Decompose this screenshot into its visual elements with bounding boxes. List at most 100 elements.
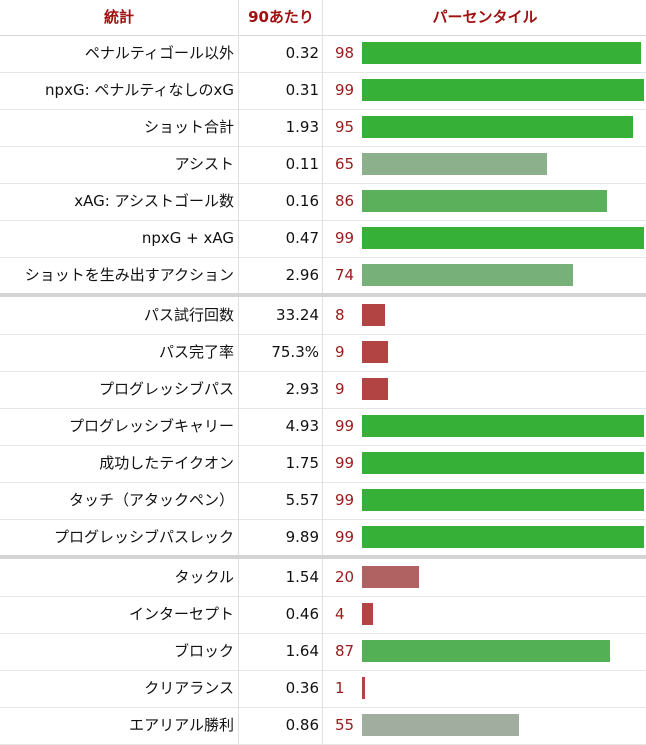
stat-name: 成功したテイクオン — [99, 454, 234, 472]
table-row: npxG: ペナルティなしのxG 0.31 99 — [0, 72, 646, 110]
stat-name: タッチ（アタックペン） — [68, 491, 234, 509]
table-row: パス試行回数 33.24 8 — [0, 297, 646, 335]
table-row: xAG: アシストゴール数 0.16 86 — [0, 183, 646, 221]
per90-value: 2.96 — [238, 257, 319, 294]
percentile-cell: 8 — [322, 297, 646, 334]
stat-name: アシスト — [174, 155, 234, 173]
percentile-cell: 9 — [322, 371, 646, 408]
per90-value: 0.32 — [238, 35, 319, 72]
stat-name: npxG: ペナルティなしのxG — [45, 81, 234, 99]
percentile-cell: 99 — [322, 220, 646, 257]
percentile-cell: 74 — [322, 257, 646, 294]
percentile-value: 8 — [335, 306, 345, 324]
table-row: プログレッシブパス 2.93 9 — [0, 371, 646, 409]
percentile-cell: 4 — [322, 596, 646, 633]
percentile-bar — [362, 452, 644, 474]
percentile-value: 9 — [335, 380, 345, 398]
stat-name: ペナルティゴール以外 — [84, 44, 234, 62]
per90-value: 0.16 — [238, 183, 319, 220]
per90-value: 1.75 — [238, 445, 319, 482]
percentile-cell: 1 — [322, 670, 646, 707]
percentile-value: 95 — [335, 118, 355, 136]
stat-name: パス試行回数 — [143, 306, 234, 324]
stat-name: インターセプト — [128, 605, 234, 623]
percentile-cell: 99 — [322, 72, 646, 109]
per90-value: 0.47 — [238, 220, 319, 257]
table-row: タックル 1.54 20 — [0, 559, 646, 597]
per90-value: 33.24 — [238, 297, 319, 334]
percentile-bar — [362, 190, 607, 212]
percentile-bar — [362, 264, 573, 286]
percentile-value: 1 — [335, 679, 345, 697]
per90-value: 0.11 — [238, 146, 319, 183]
percentile-bar — [362, 378, 388, 400]
per90-value: 1.54 — [238, 559, 319, 596]
percentile-value: 4 — [335, 605, 345, 623]
per90-value: 5.57 — [238, 482, 319, 519]
percentile-value: 20 — [335, 568, 355, 586]
percentile-bar — [362, 415, 644, 437]
per90-value: 1.64 — [238, 633, 319, 670]
table-row: プログレッシブキャリー 4.93 99 — [0, 408, 646, 446]
per90-value: 0.36 — [238, 670, 319, 707]
percentile-bar — [362, 640, 610, 662]
percentile-value: 99 — [335, 229, 355, 247]
percentile-value: 65 — [335, 155, 355, 173]
header-percentile[interactable]: パーセンタイル — [322, 0, 646, 35]
header-per90[interactable]: 90あたり — [238, 0, 323, 35]
table-row: エアリアル勝利 0.86 55 — [0, 707, 646, 745]
percentile-cell: 20 — [322, 559, 646, 596]
percentile-cell: 65 — [322, 146, 646, 183]
per90-value: 4.93 — [238, 408, 319, 445]
percentile-value: 86 — [335, 192, 355, 210]
percentile-bar — [362, 566, 419, 588]
table-row: クリアランス 0.36 1 — [0, 670, 646, 708]
table-row: ペナルティゴール以外 0.32 98 — [0, 35, 646, 73]
percentile-value: 99 — [335, 417, 355, 435]
group-separator — [0, 555, 646, 559]
stat-name: xAG: アシストゴール数 — [74, 192, 234, 210]
header-stat[interactable]: 統計 — [103, 8, 134, 26]
percentile-bar — [362, 341, 388, 363]
table-row: タッチ（アタックペン） 5.57 99 — [0, 482, 646, 520]
table-row: アシスト 0.11 65 — [0, 146, 646, 184]
table-row: ブロック 1.64 87 — [0, 633, 646, 671]
table-row: npxG + xAG 0.47 99 — [0, 220, 646, 258]
percentile-cell: 95 — [322, 109, 646, 146]
percentile-value: 99 — [335, 491, 355, 509]
percentile-cell: 99 — [322, 482, 646, 519]
stat-name: プログレッシブパス — [98, 380, 234, 398]
percentile-value: 9 — [335, 343, 345, 361]
percentile-cell: 99 — [322, 445, 646, 482]
stat-name: ブロック — [173, 642, 234, 660]
percentile-cell: 9 — [322, 334, 646, 371]
per90-value: 1.93 — [238, 109, 319, 146]
table-row: ショットを生み出すアクション 2.96 74 — [0, 257, 646, 295]
group-separator — [0, 293, 646, 297]
table-row: パス完了率 75.3% 9 — [0, 334, 646, 372]
percentile-bar — [362, 489, 644, 511]
percentile-bar — [362, 304, 385, 326]
per90-value: 9.89 — [238, 519, 319, 556]
percentile-cell: 86 — [322, 183, 646, 220]
per90-value: 0.31 — [238, 72, 319, 109]
percentile-bar — [362, 603, 373, 625]
percentile-bar — [362, 677, 365, 699]
percentile-cell: 55 — [322, 707, 646, 744]
per90-value: 75.3% — [238, 334, 319, 371]
percentile-bar — [362, 526, 644, 548]
per90-value: 2.93 — [238, 371, 319, 408]
percentile-bar — [362, 227, 644, 249]
stat-name: ショットを生み出すアクション — [24, 266, 234, 284]
percentile-value: 99 — [335, 454, 355, 472]
stat-name: クリアランス — [144, 679, 234, 697]
percentile-value: 74 — [335, 266, 355, 284]
percentile-cell: 87 — [322, 633, 646, 670]
table-header: 統計 90あたり パーセンタイル — [0, 0, 646, 36]
stat-name: タックル — [174, 568, 234, 586]
stat-name: エアリアル勝利 — [129, 716, 234, 734]
percentile-value: 99 — [335, 81, 355, 99]
percentile-bar — [362, 42, 641, 64]
stat-name: ショット合計 — [143, 118, 234, 136]
